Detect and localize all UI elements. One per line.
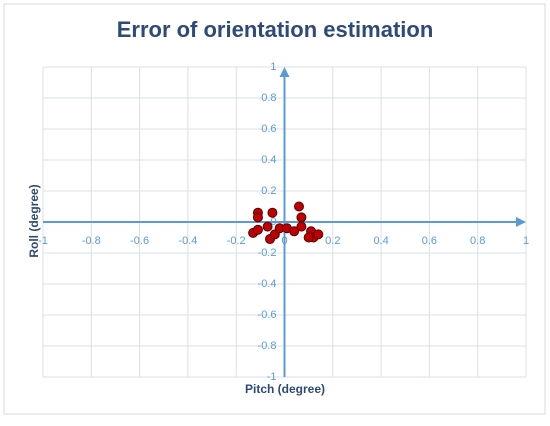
data-point xyxy=(252,212,263,223)
x-axis-arrow xyxy=(516,217,526,227)
x-tick-label: 0 xyxy=(281,235,287,247)
data-point xyxy=(293,201,304,212)
y-tick-label: 1 xyxy=(270,61,276,73)
x-tick-label: -0.6 xyxy=(130,235,149,247)
x-tick-label: -0.8 xyxy=(82,235,101,247)
x-tick-label: 0.4 xyxy=(373,235,388,247)
data-point xyxy=(267,207,278,218)
data-point xyxy=(252,224,263,235)
x-tick-label: 0.6 xyxy=(422,235,437,247)
x-tick-label: 0.2 xyxy=(325,235,340,247)
y-tick-label: 0 xyxy=(270,216,276,228)
x-tick-label: 1 xyxy=(523,235,529,247)
y-tick-label: -1 xyxy=(267,371,277,383)
y-tick-label: 0.6 xyxy=(261,123,276,135)
x-tick-label: 0.8 xyxy=(470,235,485,247)
data-point xyxy=(296,212,307,223)
y-tick-label: -0.2 xyxy=(258,247,277,259)
y-tick-label: 0.4 xyxy=(261,154,276,166)
data-point xyxy=(313,229,324,240)
y-tick-label: -0.8 xyxy=(258,340,277,352)
y-tick-label: -0.6 xyxy=(258,309,277,321)
x-axis-title: Pitch (degree) xyxy=(245,382,325,396)
data-point xyxy=(296,221,307,232)
x-tick-label: -0.2 xyxy=(227,235,246,247)
y-tick-label: -0.4 xyxy=(258,278,277,290)
y-axis-title: Roll (degree) xyxy=(27,184,41,257)
data-point xyxy=(289,226,300,237)
data-point xyxy=(303,232,314,243)
y-tick-label: 0.8 xyxy=(261,92,276,104)
data-point xyxy=(262,221,273,232)
y-tick-label: 0.2 xyxy=(261,185,276,197)
y-axis-arrow xyxy=(279,67,290,77)
x-tick-label: -1 xyxy=(38,235,48,247)
x-tick-label: -0.4 xyxy=(178,235,197,247)
chart-title: Error of orientation estimation xyxy=(117,17,434,42)
